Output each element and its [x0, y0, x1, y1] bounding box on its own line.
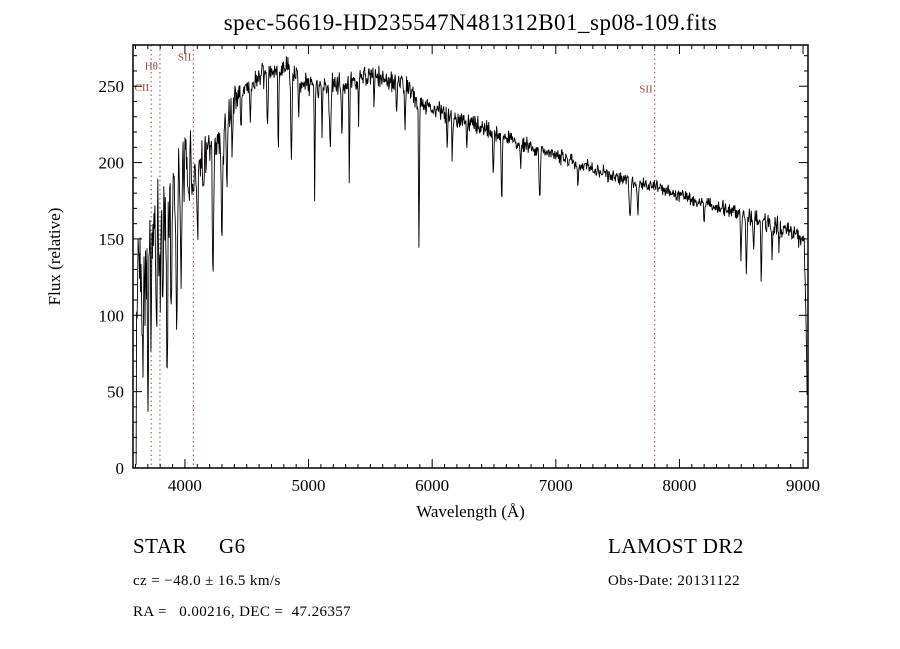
- svg-text:SII: SII: [639, 83, 653, 95]
- svg-text:6000: 6000: [415, 476, 449, 495]
- obs-date-label: Obs-Date: 20131122: [608, 573, 741, 589]
- svg-text:8000: 8000: [662, 476, 696, 495]
- plot-title: spec-56619-HD235547N481312B01_sp08-109.f…: [223, 10, 718, 35]
- axes-frame: [132, 44, 809, 469]
- svg-text:9000: 9000: [786, 476, 820, 495]
- svg-text:Flux (relative): Flux (relative): [45, 208, 64, 306]
- svg-text:7000: 7000: [539, 476, 573, 495]
- spectrum-plot: CII Hθ SII SII 4000 5000 6000 7000 8000 9000 0 50 10…: [45, 44, 821, 521]
- svg-text:0: 0: [116, 459, 125, 478]
- svg-text:Hθ: Hθ: [145, 60, 158, 72]
- svg-text:Wavelength (Å): Wavelength (Å): [416, 502, 525, 521]
- survey-label: LAMOST DR2: [608, 534, 744, 558]
- svg-text:150: 150: [99, 230, 125, 249]
- tick-labels: 4000 5000 6000 7000 8000 9000 0 50 100 150 200 250: [99, 77, 821, 495]
- svg-text:SII: SII: [178, 51, 192, 63]
- svg-text:200: 200: [99, 154, 125, 173]
- svg-text:CII: CII: [135, 82, 150, 94]
- object-class-line: STAR G6: [133, 534, 246, 559]
- spectrum-line: [135, 56, 808, 465]
- svg-text:50: 50: [107, 383, 124, 402]
- svg-text:4000: 4000: [168, 476, 202, 495]
- ra-dec-line: RA = 0.00216, DEC = 47.26357: [133, 604, 352, 620]
- object-class-label: STAR: [133, 534, 187, 558]
- axis-labels: Wavelength (Å) Flux (relative): [45, 208, 525, 521]
- cz-value-line: cz = −48.0 ± 16.5 km/s: [133, 573, 281, 589]
- object-subclass-label: G6: [219, 534, 246, 558]
- svg-text:100: 100: [99, 306, 125, 325]
- svg-text:250: 250: [99, 77, 125, 96]
- svg-text:5000: 5000: [292, 476, 326, 495]
